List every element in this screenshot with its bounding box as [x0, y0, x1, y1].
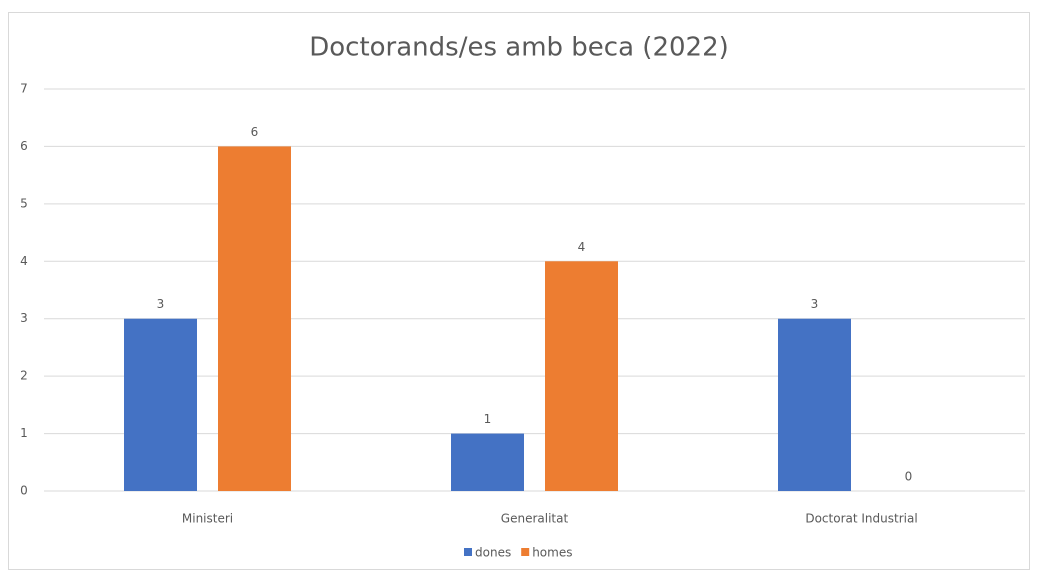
data-label: 6 — [251, 125, 259, 139]
y-tick-label: 3 — [20, 311, 28, 325]
bar — [124, 318, 197, 491]
legend-label: homes — [532, 546, 572, 560]
data-label: 0 — [905, 470, 913, 484]
data-label: 3 — [157, 297, 165, 311]
y-tick-label: 1 — [20, 426, 28, 440]
data-label: 4 — [578, 240, 586, 254]
bar — [451, 433, 524, 491]
x-tick-label: Ministeri — [182, 512, 233, 526]
legend-label: dones — [475, 546, 511, 560]
y-tick-label: 4 — [20, 254, 28, 268]
bar — [545, 261, 618, 491]
y-tick-label: 7 — [20, 82, 28, 96]
legend-swatch — [464, 548, 472, 556]
data-label: 1 — [484, 412, 492, 426]
y-tick-label: 5 — [20, 196, 28, 210]
x-tick-label: Generalitat — [501, 512, 569, 526]
chart-title: Doctorands/es amb beca (2022) — [309, 33, 729, 63]
bar — [778, 318, 851, 491]
y-tick-label: 2 — [20, 369, 28, 383]
x-tick-label: Doctorat Industrial — [805, 512, 917, 526]
y-tick-label: 0 — [20, 484, 28, 498]
bar — [218, 146, 291, 491]
data-label: 3 — [811, 297, 819, 311]
y-tick-label: 6 — [20, 139, 28, 153]
legend-swatch — [521, 548, 530, 556]
